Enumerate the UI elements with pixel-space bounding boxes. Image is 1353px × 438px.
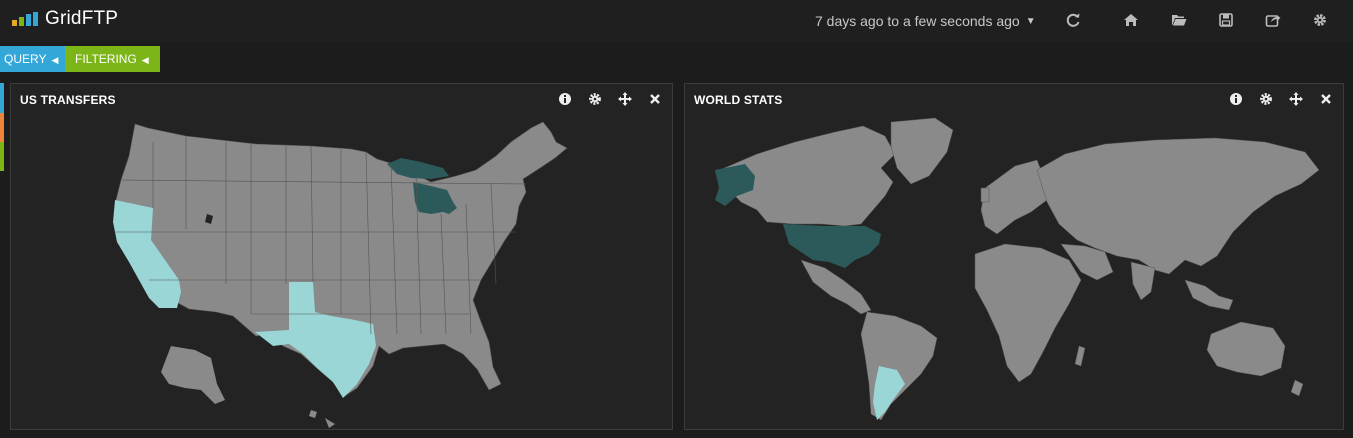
query-label: QUERY	[4, 52, 47, 66]
info-icon[interactable]	[1229, 92, 1243, 106]
info-icon[interactable]	[558, 92, 572, 106]
lake	[205, 214, 213, 224]
gear-icon[interactable]	[1311, 11, 1329, 29]
folder-open-icon[interactable]	[1170, 11, 1188, 29]
filtering-toggle[interactable]: FILTERING ◀	[65, 46, 160, 72]
brand[interactable]: GridFTP	[12, 8, 118, 30]
move-icon[interactable]	[1289, 92, 1303, 106]
gear-icon[interactable]	[588, 92, 602, 106]
gear-icon[interactable]	[1259, 92, 1273, 106]
state-borders	[115, 136, 527, 335]
row-strip-orange	[0, 113, 4, 142]
query-toggle[interactable]: QUERY ◀	[0, 46, 65, 72]
refresh-icon[interactable]	[1064, 11, 1082, 29]
caret-left-icon: ◀	[51, 55, 59, 65]
caret-left-icon: ◀	[141, 55, 149, 65]
save-icon[interactable]	[1217, 11, 1235, 29]
home-icon[interactable]	[1122, 11, 1140, 29]
logo-icon	[12, 12, 38, 26]
united-states-region[interactable]	[783, 224, 881, 268]
michigan-region[interactable]	[387, 158, 457, 214]
alaska-world-region[interactable]	[715, 164, 755, 206]
brand-name: GridFTP	[45, 8, 119, 29]
share-icon[interactable]	[1264, 11, 1282, 29]
caret-down-icon: ▼	[1025, 15, 1036, 27]
panel-tools	[542, 92, 662, 106]
time-range-picker[interactable]: 7 days ago to a few seconds ago ▼	[815, 13, 1036, 29]
row-strip-green	[0, 142, 4, 171]
move-icon[interactable]	[618, 92, 632, 106]
texas-region[interactable]	[255, 282, 376, 398]
us-map[interactable]	[11, 84, 672, 429]
us-transfers-panel: US TRANSFERS	[10, 83, 673, 430]
row-strip-blue	[0, 83, 4, 113]
close-icon[interactable]	[648, 92, 662, 106]
world-landmass	[714, 117, 1320, 421]
hawaii-region[interactable]	[309, 410, 335, 428]
alaska-region[interactable]	[161, 346, 225, 404]
world-map[interactable]	[685, 84, 1343, 429]
query-filter-bar: QUERY ◀ FILTERING ◀	[0, 46, 1353, 72]
panel-tools	[1213, 92, 1333, 106]
close-icon[interactable]	[1319, 92, 1333, 106]
time-range-label: 7 days ago to a few seconds ago	[815, 13, 1020, 29]
world-stats-panel: WORLD STATS	[684, 83, 1344, 430]
panel-title: US TRANSFERS	[20, 93, 116, 107]
panel-title: WORLD STATS	[694, 93, 783, 107]
argentina-region[interactable]	[873, 366, 905, 420]
top-navbar: GridFTP 7 days ago to a few seconds ago …	[0, 0, 1353, 42]
california-region[interactable]	[113, 200, 181, 308]
filtering-label: FILTERING	[75, 52, 137, 66]
